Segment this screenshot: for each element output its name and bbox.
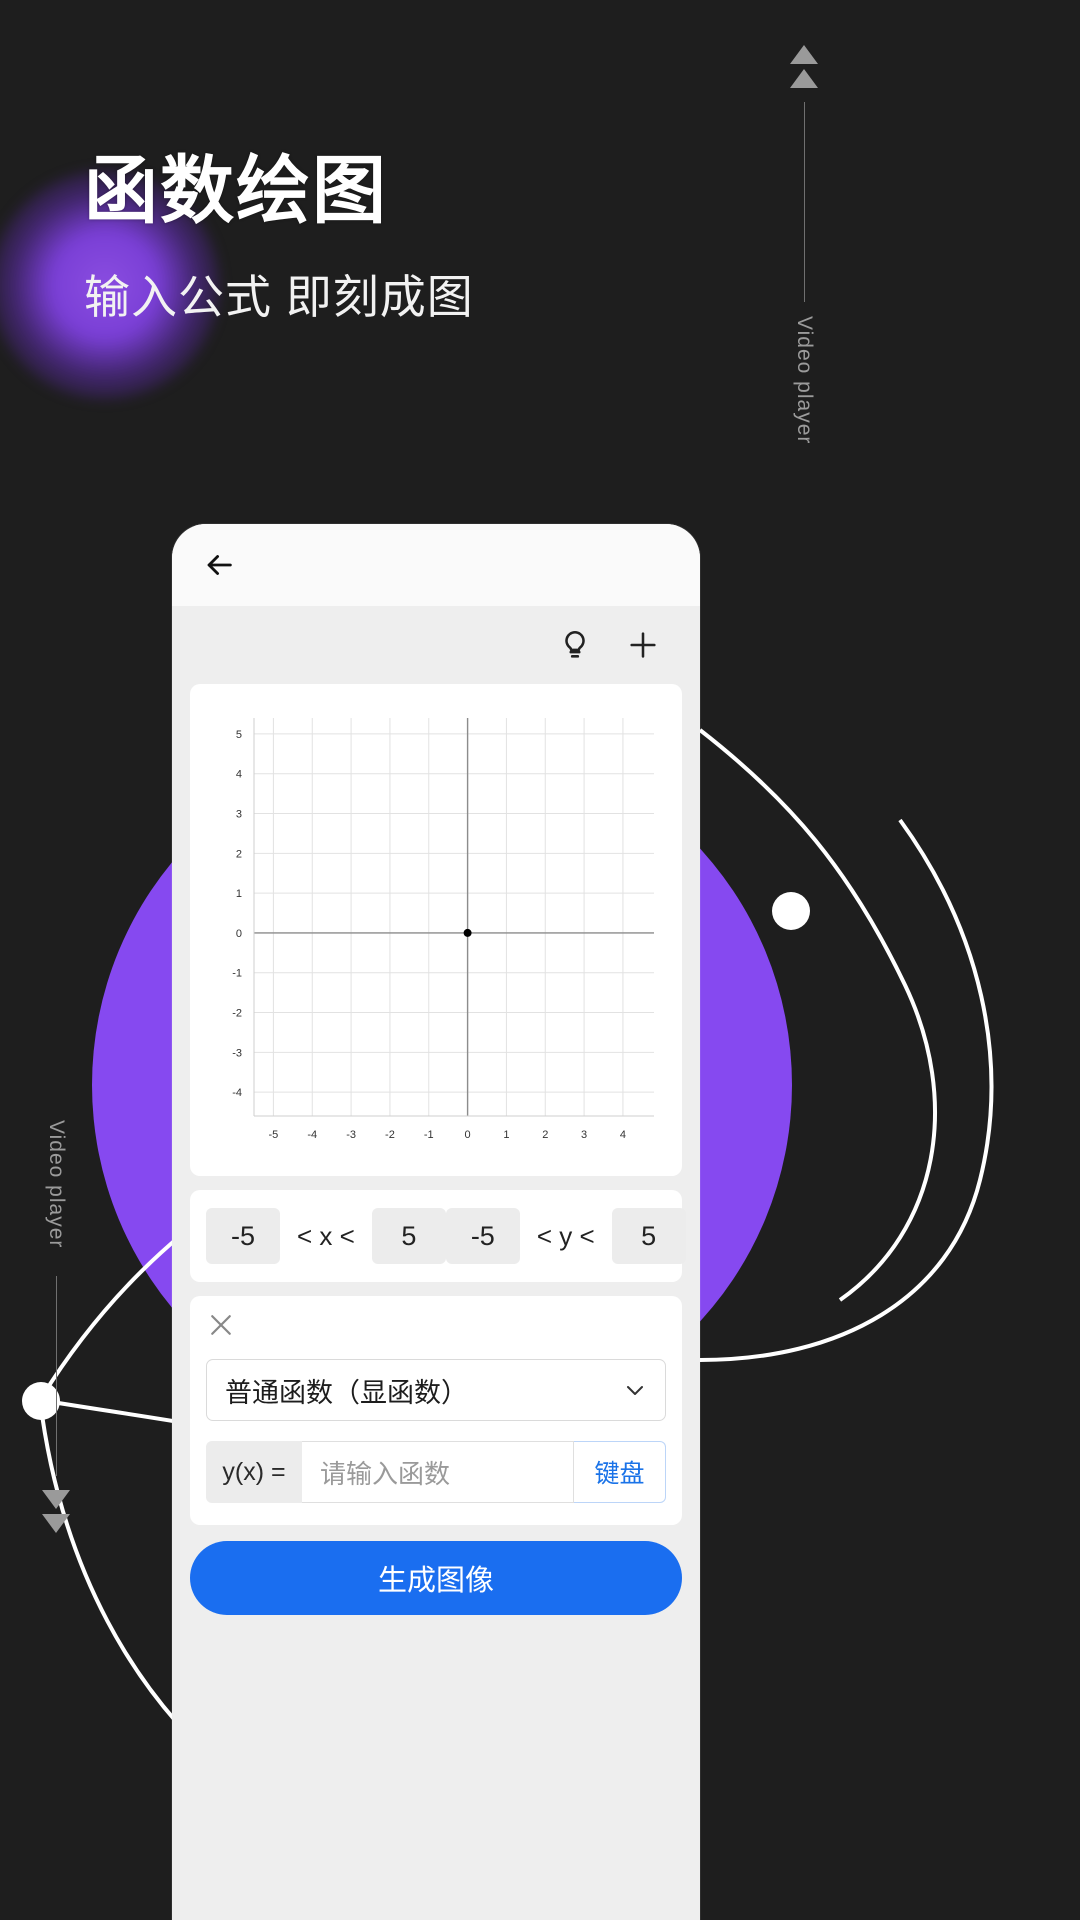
lightbulb-icon[interactable] — [558, 628, 592, 662]
svg-text:-1: -1 — [232, 968, 242, 980]
page-subtitle: 输入公式 即刻成图 — [84, 271, 474, 324]
node-dot-right — [772, 892, 810, 930]
triangle-up-icon — [790, 69, 818, 88]
rail-line — [55, 1276, 57, 1477]
purple-glow — [0, 170, 220, 400]
generate-image-button[interactable]: 生成图像 — [190, 1541, 682, 1615]
toolbar — [190, 606, 682, 684]
y-max-input[interactable]: 5 — [611, 1208, 686, 1264]
page-title: 函数绘图 — [84, 149, 388, 232]
svg-text:-3: -3 — [346, 1129, 356, 1141]
left-rail-label: Video player — [45, 1120, 68, 1249]
right-rail-label: Video player — [793, 316, 816, 445]
arrow-left-icon[interactable] — [202, 548, 236, 582]
function-type-select[interactable]: 普通函数（显函数） — [206, 1359, 666, 1421]
svg-text:4: 4 — [620, 1129, 626, 1141]
x-range-operator: < x < — [297, 1220, 355, 1251]
function-input-label: y(x) = — [206, 1441, 302, 1503]
svg-text:3: 3 — [236, 809, 242, 821]
svg-text:2: 2 — [542, 1129, 548, 1141]
phone-mockup: -5 -4 -3 -2 -1 0 1 2 3 4 5 4 3 2 1 0 -1 -2 -3 -4 -5 < x < … — [172, 524, 700, 1920]
keyboard-button[interactable]: 键盘 — [574, 1441, 666, 1503]
plus-icon[interactable] — [626, 628, 660, 662]
graph-card: -5 -4 -3 -2 -1 0 1 2 3 4 5 4 3 2 1 0 -1 -2 -3 -4 — [190, 684, 682, 1176]
svg-text:-5: -5 — [269, 1129, 279, 1141]
headline-block: 函数绘图 输入公式 即刻成图 — [84, 150, 474, 327]
svg-text:-4: -4 — [232, 1087, 242, 1099]
right-video-rail: Video player — [790, 45, 818, 444]
svg-text:-2: -2 — [232, 1008, 242, 1020]
svg-text:2: 2 — [236, 848, 242, 860]
rail-line — [803, 102, 805, 302]
x-min-input[interactable]: -5 — [206, 1208, 280, 1264]
left-video-rail: Video player — [42, 1120, 70, 1534]
formula-card: 普通函数（显函数） y(x) = 请输入函数 键盘 — [190, 1296, 682, 1525]
svg-text:0: 0 — [236, 928, 242, 940]
svg-text:0: 0 — [465, 1129, 471, 1141]
triangle-up-icon — [790, 45, 818, 64]
app-content: -5 -4 -3 -2 -1 0 1 2 3 4 5 4 3 2 1 0 -1 -2 -3 -4 -5 < x < … — [172, 606, 700, 1920]
range-card: -5 < x < 5 -5 < y < 5 — [190, 1190, 686, 1282]
svg-text:4: 4 — [236, 769, 242, 781]
svg-text:-1: -1 — [424, 1129, 434, 1141]
triangle-down-icon — [42, 1514, 70, 1534]
function-type-value: 普通函数（显函数） — [225, 1377, 468, 1408]
svg-text:3: 3 — [581, 1129, 587, 1141]
y-range-operator: < y < — [536, 1220, 595, 1251]
svg-text:-2: -2 — [385, 1129, 395, 1141]
chevron-down-icon — [627, 1386, 643, 1395]
svg-text:1: 1 — [503, 1129, 509, 1141]
svg-text:5: 5 — [236, 729, 242, 741]
function-plot[interactable]: -5 -4 -3 -2 -1 0 1 2 3 4 5 4 3 2 1 0 -1 -2 -3 -4 — [202, 698, 670, 1166]
triangle-down-icon — [42, 1490, 70, 1510]
svg-text:1: 1 — [236, 888, 242, 900]
close-icon[interactable] — [206, 1310, 236, 1340]
app-bar — [172, 524, 700, 606]
function-input-row: y(x) = 请输入函数 键盘 — [206, 1441, 666, 1503]
y-min-input[interactable]: -5 — [445, 1208, 520, 1264]
x-max-input[interactable]: 5 — [371, 1208, 446, 1264]
svg-text:-4: -4 — [307, 1129, 317, 1141]
svg-text:-3: -3 — [232, 1047, 242, 1059]
function-input[interactable]: 请输入函数 — [302, 1441, 574, 1503]
